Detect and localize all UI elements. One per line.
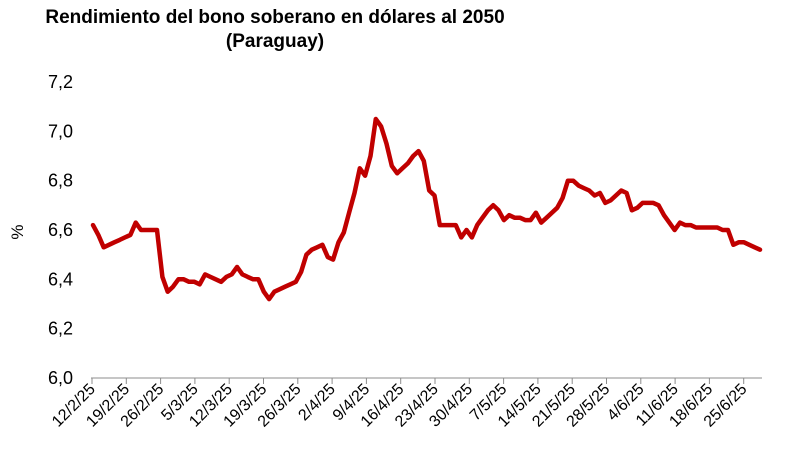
series-line [90,116,763,302]
y-tick-label: 6,6 [48,220,73,240]
y-tick-label: 6,8 [48,171,73,191]
y-axis-label: % [8,224,27,239]
chart-title: Rendimiento del bono soberano en dólares… [0,6,550,54]
y-tick-label: 6,4 [48,269,73,289]
y-tick-label: 6,2 [48,319,73,339]
x-tick-label: 2/4/25 [295,381,339,425]
plot-area [90,116,763,302]
chart-title-line1: Rendimiento del bono soberano en dólares… [45,7,505,28]
y-axis: 6,0 6,2 6,4 6,6 6,8 7,0 7,2 [48,72,73,388]
y-tick-label: 7,2 [48,72,73,92]
y-tick-label: 6,0 [48,368,73,388]
chart-title-line2: (Paraguay) [225,31,325,52]
y-tick-label: 7,0 [48,121,73,141]
x-axis: 12/2/2519/2/2526/2/255/3/2512/3/2519/3/2… [49,377,762,431]
